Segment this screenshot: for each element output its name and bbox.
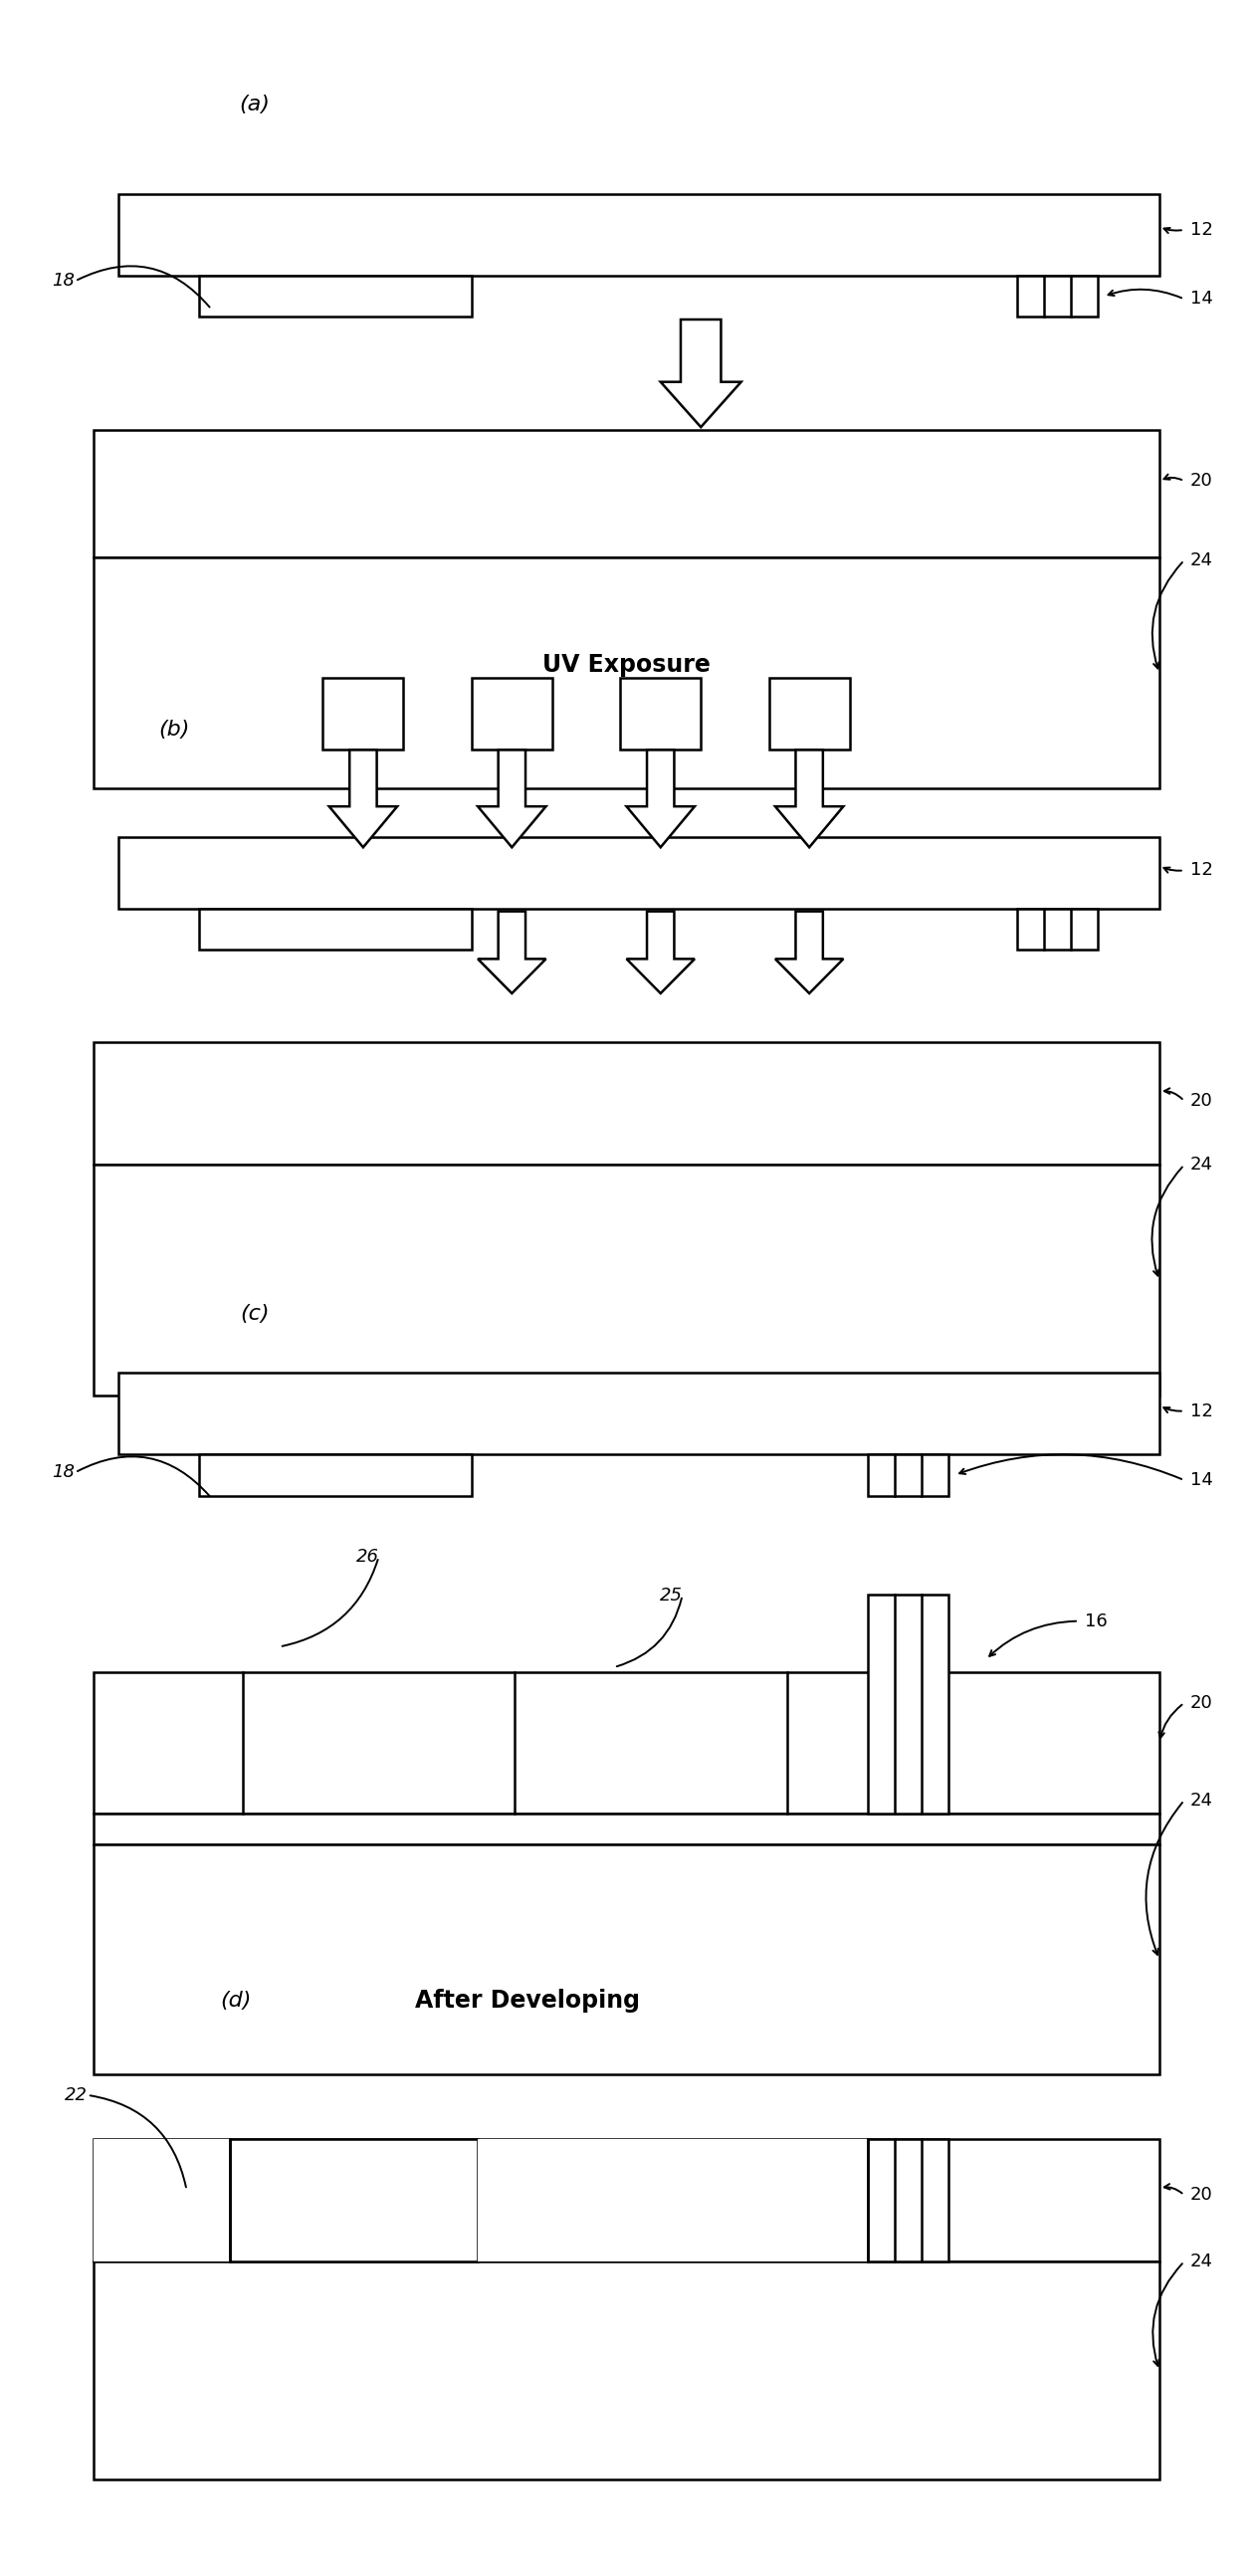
Text: 20: 20 xyxy=(1190,1695,1213,1713)
Text: 20: 20 xyxy=(1190,2187,1213,2205)
Bar xyxy=(94,2138,231,2262)
Bar xyxy=(1017,276,1098,317)
Text: 26: 26 xyxy=(356,1548,378,1566)
Bar xyxy=(94,1844,1159,2074)
Text: (a): (a) xyxy=(239,95,271,113)
Bar xyxy=(199,276,471,317)
Text: 22: 22 xyxy=(65,2087,88,2105)
Polygon shape xyxy=(626,912,694,994)
Bar xyxy=(868,1595,949,1814)
Bar xyxy=(1017,909,1098,951)
Text: (b): (b) xyxy=(159,719,189,739)
Bar xyxy=(119,193,1159,276)
Text: 12: 12 xyxy=(1190,860,1213,878)
Text: 24: 24 xyxy=(1190,2251,1213,2269)
Bar xyxy=(231,2138,477,2262)
Bar xyxy=(471,677,553,750)
Text: 12: 12 xyxy=(1190,222,1213,240)
Polygon shape xyxy=(330,750,397,848)
Text: 24: 24 xyxy=(1190,1790,1213,1808)
Text: 25: 25 xyxy=(659,1587,683,1605)
Bar xyxy=(868,1455,949,1497)
Text: 20: 20 xyxy=(1190,1092,1213,1110)
Text: (c): (c) xyxy=(241,1303,269,1324)
Text: (d): (d) xyxy=(221,1991,252,2009)
Text: 16: 16 xyxy=(1085,1613,1108,1631)
Text: 20: 20 xyxy=(1190,471,1213,489)
Text: 14: 14 xyxy=(1190,1471,1213,1489)
Bar xyxy=(94,1164,1159,1396)
Polygon shape xyxy=(477,750,546,848)
Bar xyxy=(620,677,700,750)
Bar xyxy=(868,2138,949,2262)
Polygon shape xyxy=(626,750,694,848)
Bar xyxy=(94,1672,1159,1814)
Bar xyxy=(769,677,850,750)
Bar xyxy=(94,559,1159,788)
Polygon shape xyxy=(776,750,843,848)
Bar xyxy=(119,837,1159,909)
Text: UV Exposure: UV Exposure xyxy=(543,654,710,677)
Text: 24: 24 xyxy=(1190,1157,1213,1175)
Bar xyxy=(119,1373,1159,1455)
Text: 24: 24 xyxy=(1190,551,1213,569)
Polygon shape xyxy=(477,912,546,994)
Text: 12: 12 xyxy=(1190,1401,1213,1419)
Polygon shape xyxy=(776,912,843,994)
Bar xyxy=(94,2262,1159,2481)
Bar xyxy=(94,1043,1159,1164)
Text: 18: 18 xyxy=(53,273,75,291)
Bar xyxy=(94,430,1159,559)
Text: 18: 18 xyxy=(53,1463,75,1481)
Text: 14: 14 xyxy=(1190,291,1213,309)
Bar xyxy=(199,909,471,951)
Bar xyxy=(323,677,403,750)
Bar xyxy=(199,1455,471,1497)
Bar xyxy=(477,2138,868,2262)
Text: After Developing: After Developing xyxy=(415,1989,640,2012)
Polygon shape xyxy=(660,319,741,428)
Bar xyxy=(94,1814,1159,1844)
Bar xyxy=(94,2138,1159,2262)
